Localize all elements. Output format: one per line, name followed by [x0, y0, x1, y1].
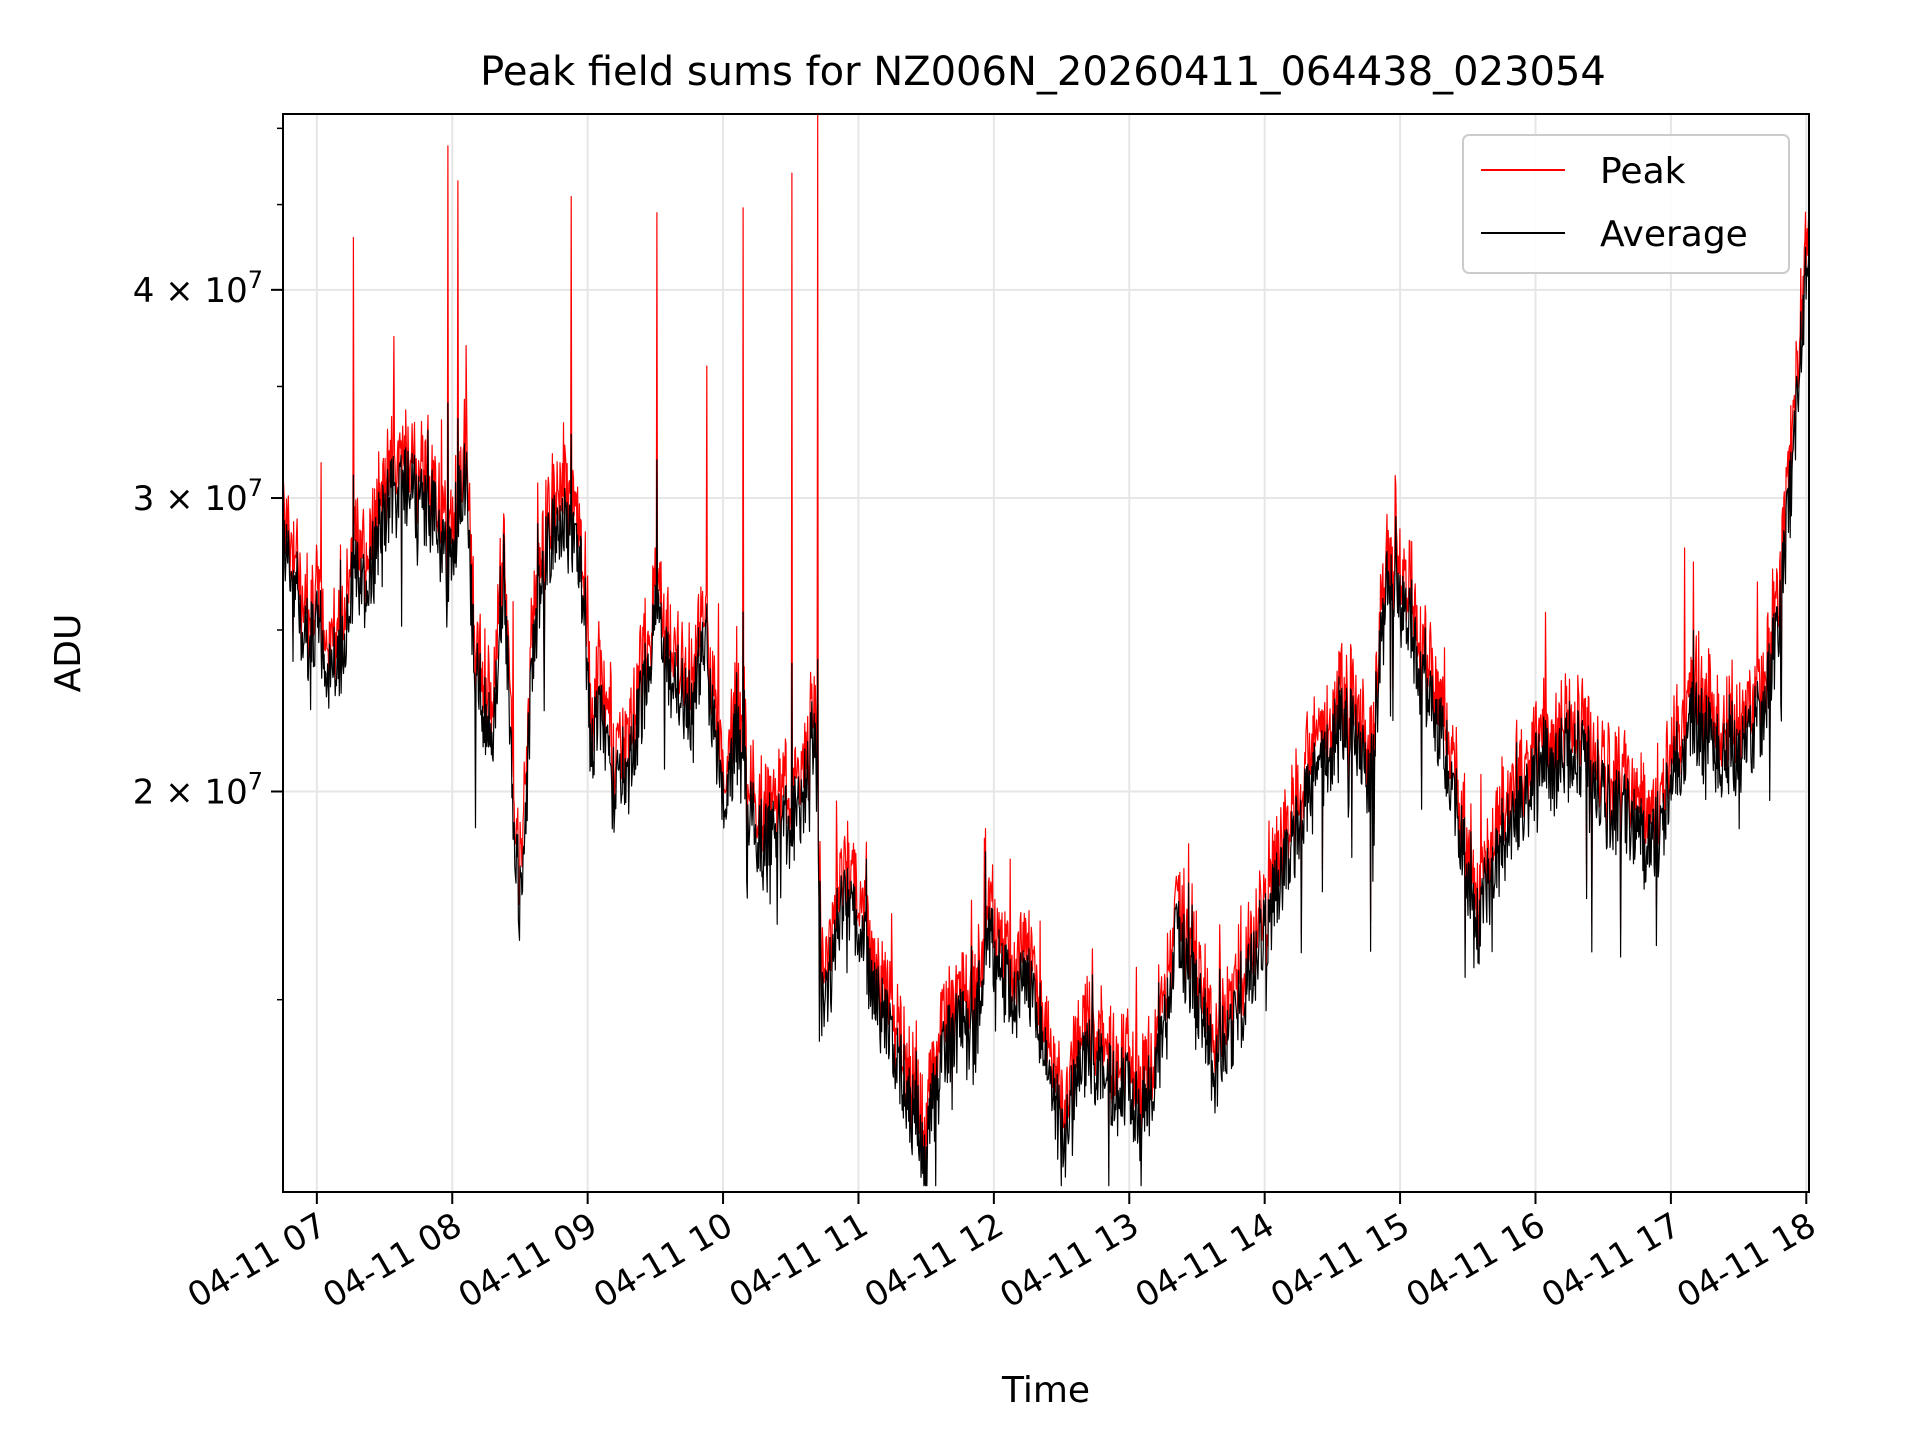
plot-frame: [282, 113, 1810, 1193]
y-tick-label: 3 × 107: [133, 474, 263, 519]
x-axis-label: Time: [1001, 1370, 1090, 1411]
legend: Peak Average: [1462, 134, 1790, 274]
series-average-line: [283, 241, 1809, 1187]
y-axis: 2 × 107 3 × 107 4 × 107: [133, 127, 283, 1001]
legend-average-label: Average: [1600, 214, 1748, 255]
y-tick-label: 4 × 107: [133, 266, 263, 311]
chart-title: Peak field sums for NZ006N_20260411_0644…: [480, 49, 1606, 95]
series-layer: [283, 114, 1809, 1187]
y-axis-label: ADU: [48, 614, 89, 693]
grid: [283, 114, 1809, 1192]
legend-peak-label: Peak: [1600, 151, 1686, 192]
y-tick-label: 2 × 107: [133, 767, 263, 812]
